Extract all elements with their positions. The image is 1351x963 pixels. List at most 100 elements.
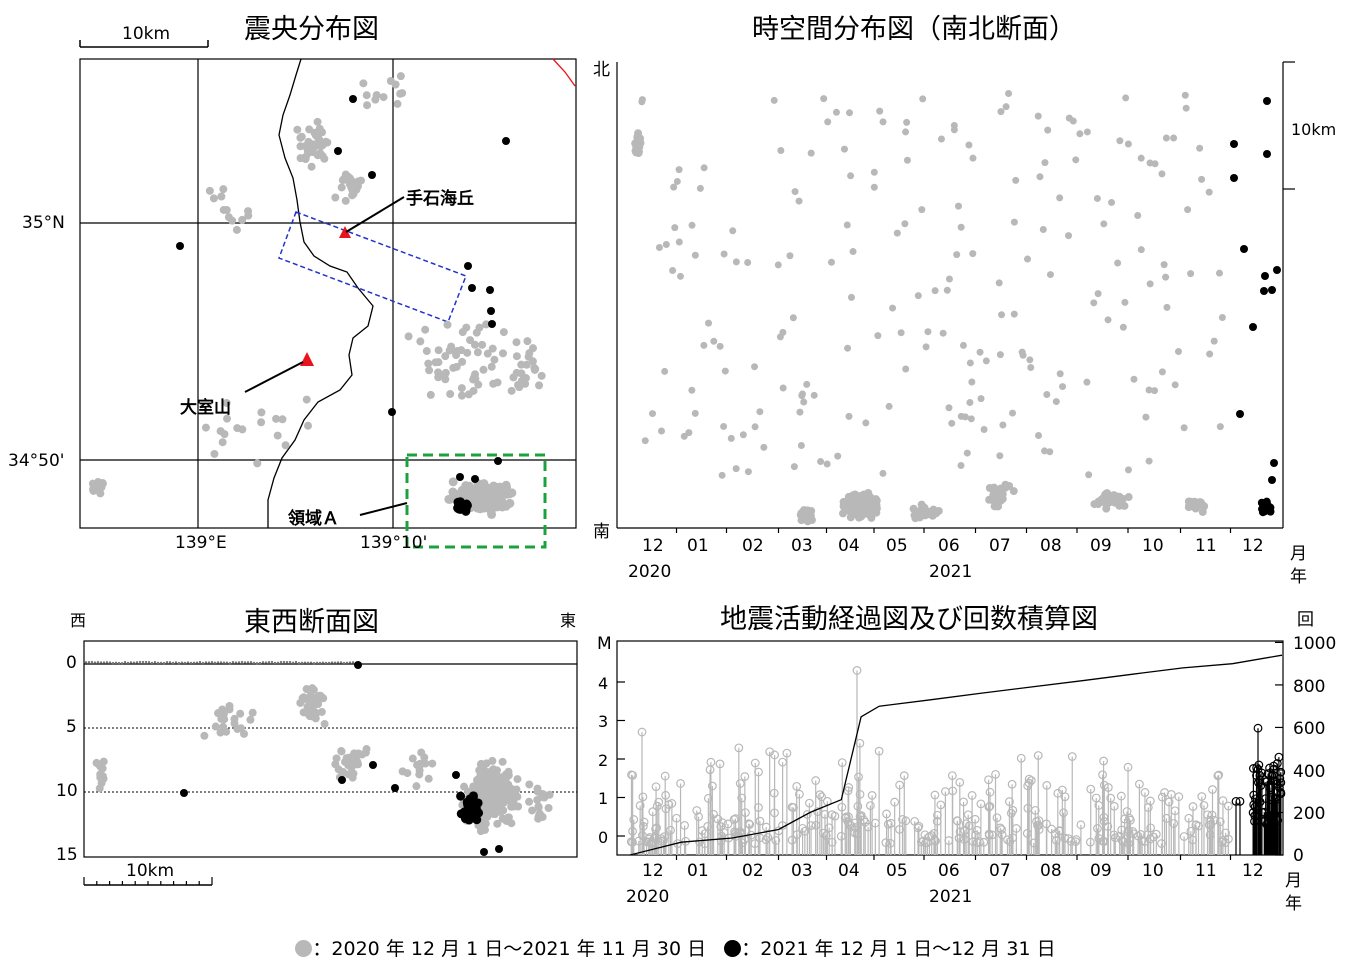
map-gray-point [304, 148, 313, 157]
spacetime-gray-point [998, 494, 1007, 503]
activity-stem-head [754, 767, 763, 777]
spacetime-gray-point [937, 135, 945, 143]
activity-stem-head [1051, 835, 1061, 845]
activity-stem-head [771, 836, 781, 845]
activity-stem-head [1186, 826, 1196, 836]
spacetime-gray-point [954, 202, 962, 210]
spacetime-black-point [1263, 150, 1271, 158]
map-gray-point [443, 320, 452, 329]
activity-stem-head [1248, 764, 1258, 773]
spacetime-black-points [1230, 97, 1281, 517]
spacetime-gray-point [779, 384, 787, 392]
ew-surface-point [321, 661, 325, 664]
activity-stem-head [695, 837, 705, 847]
ew-gray-point [222, 727, 231, 736]
ew-gray-point [225, 701, 234, 710]
spacetime-gray-point [919, 95, 927, 103]
map-gray-point [357, 176, 366, 185]
activity-stem-head [985, 801, 995, 811]
activity-stem-head [855, 789, 865, 799]
south-label: 南 [593, 522, 610, 542]
map-gray-point [219, 185, 228, 194]
ew-frame [83, 640, 578, 858]
activity-stem-head [1151, 829, 1161, 839]
spacetime-gray-point [872, 496, 881, 505]
ew-surface-point [159, 661, 163, 665]
spacetime-gray-point [676, 272, 684, 280]
spacetime-gray-point [779, 328, 787, 336]
map-gray-point [473, 348, 482, 357]
spacetime-gray-point [843, 221, 851, 229]
map-gray-point [452, 362, 461, 371]
activity-month-label: 11 [1195, 861, 1217, 881]
ew-surface-point [249, 661, 253, 664]
activity-stem-head [792, 781, 802, 791]
map-gray-point [512, 368, 521, 377]
spacetime-gray-point [675, 238, 683, 246]
ew-gray-point [230, 714, 239, 723]
spacetime-month-label: 07 [989, 536, 1011, 556]
spacetime-gray-point [1044, 126, 1052, 134]
activity-stem-head [821, 831, 831, 841]
ew-surface-point [135, 661, 139, 664]
spacetime-black-point [1261, 502, 1270, 511]
ew-surface-point [345, 661, 349, 664]
ew-black-point [180, 789, 188, 797]
spacetime-gray-point [866, 510, 875, 519]
spacetime-month-label: 09 [1090, 536, 1112, 556]
activity-stem-head [1170, 806, 1180, 816]
ew-surface-point [243, 661, 247, 664]
ew-surface-point [297, 661, 301, 665]
spacetime-gray-point [817, 458, 825, 466]
activity-stem-head [761, 835, 771, 845]
map-gray-point [529, 344, 538, 353]
ew-gray-point [488, 756, 497, 765]
activity-stem-head [1133, 831, 1143, 841]
map-gray-point [475, 482, 485, 492]
lon-label-139e: 139°E [175, 533, 227, 553]
count-tick-600: 600 [1293, 719, 1326, 739]
ew-gray-point [502, 774, 511, 783]
ew-surface-point [84, 661, 88, 664]
ew-section-title: 東西断面図 [244, 607, 379, 638]
depth-tick-10: 10 [56, 781, 78, 801]
ew-gray-point [332, 754, 341, 763]
activity-stem-head [899, 771, 909, 781]
spacetime-gray-point [710, 337, 718, 345]
ew-surface-point [285, 660, 289, 664]
legend: ：2020 年 12 月 1 日～2021 年 11 月 30 日 ：2021 … [0, 934, 1351, 961]
spacetime-gray-point [1046, 271, 1054, 279]
ew-surface-point [186, 661, 190, 664]
spacetime-gray-point [945, 404, 953, 412]
activity-stem-head [923, 838, 932, 848]
ew-surface-point [153, 660, 157, 664]
spacetime-gray-point [851, 497, 860, 506]
ew-gray-point [236, 709, 245, 718]
spacetime-gray-point [870, 183, 878, 191]
spacetime-gray-point [1005, 481, 1014, 490]
spacetime-black-point [1273, 266, 1281, 274]
spacetime-gray-point [720, 250, 728, 258]
activity-stem-head [920, 830, 930, 840]
activity-stem-head [860, 817, 870, 827]
map-gray-point [441, 352, 450, 361]
activity-month-label: 02 [742, 861, 764, 881]
spacetime-gray-point [1041, 447, 1049, 455]
activity-stem-head [755, 833, 765, 843]
map-gray-point [507, 386, 516, 395]
activity-stem-head [811, 776, 821, 785]
spacetime-gray-point [1116, 137, 1124, 145]
activity-stem-head [1205, 830, 1215, 840]
ew-surface-point [210, 661, 214, 664]
spacetime-gray-point [864, 493, 873, 502]
map-gray-point [421, 325, 430, 334]
activity-stem-head [925, 832, 934, 842]
activity-stem-head [1126, 815, 1135, 825]
activity-stem-head [694, 812, 703, 822]
spacetime-gray-point [673, 177, 681, 185]
spacetime-gray-point [774, 261, 782, 269]
spacetime-gray-point [685, 429, 693, 437]
spacetime-gray-point [879, 118, 887, 126]
ew-surface-point [108, 661, 112, 664]
spacetime-gray-point [916, 510, 925, 519]
